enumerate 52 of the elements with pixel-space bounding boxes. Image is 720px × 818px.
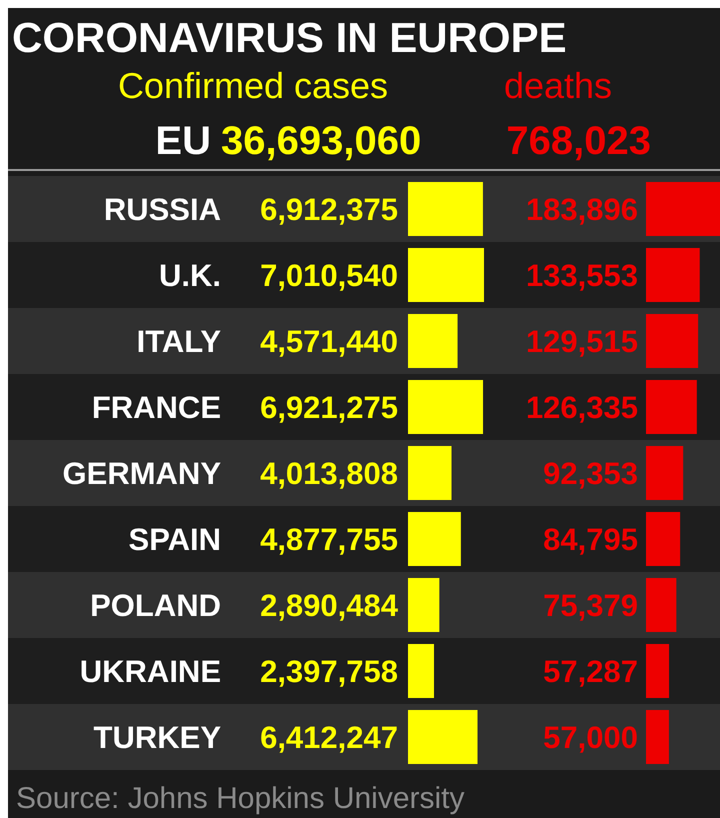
bar [408,380,484,434]
bar [646,314,698,368]
chart-subtitle: deaths [504,65,612,106]
bar [408,446,452,500]
data-label: 6,412,247 [260,720,398,755]
bar [646,182,720,236]
bar [408,314,458,368]
y-tick-label: U.K. [159,258,221,293]
data-label: 4,877,755 [260,522,398,557]
data-label: 183,896 [526,192,638,227]
data-label: 6,912,375 [260,192,398,227]
y-tick-label: ITALY [136,324,222,359]
bar [646,710,669,764]
data-label: 57,000 [543,720,638,755]
chart-title: CORONAVIRUS IN EUROPE [12,14,567,61]
data-label: 4,013,808 [260,456,398,491]
data-label: 129,515 [526,324,638,359]
y-tick-label: POLAND [90,588,221,623]
bar [408,710,478,764]
bar [408,248,484,302]
data-label: 4,571,440 [260,324,398,359]
y-tick-label: TURKEY [94,720,222,755]
data-label: 84,795 [543,522,638,557]
text: EU [155,119,211,163]
y-tick-label: SPAIN [128,522,221,557]
data-label: 2,397,758 [260,654,398,689]
data-label: 7,010,540 [260,258,398,293]
data-label: 92,353 [543,456,638,491]
bar [408,512,461,566]
bar [646,644,670,698]
data-label: 57,287 [543,654,638,689]
data-label: 6,921,275 [260,390,398,425]
data-label: 2,890,484 [260,588,399,623]
source-note: Source: Johns Hopkins University [16,782,465,815]
bar [646,446,684,500]
bar [408,644,434,698]
bar [646,248,700,302]
text: 768,023 [506,119,651,163]
data-label: 133,553 [526,258,638,293]
y-tick-label: FRANCE [92,390,221,425]
y-tick-label: RUSSIA [104,192,221,227]
bar [408,578,440,632]
bar [646,578,676,632]
y-tick-label: GERMANY [62,456,222,491]
chart-subtitle: Confirmed cases [118,65,388,106]
bar [646,512,680,566]
data-label: 75,379 [543,588,638,623]
bar [646,380,697,434]
text: 36,693,060 [221,119,422,163]
bar [408,182,483,236]
y-tick-label: UKRAINE [80,654,221,689]
data-label: 126,335 [526,390,638,425]
